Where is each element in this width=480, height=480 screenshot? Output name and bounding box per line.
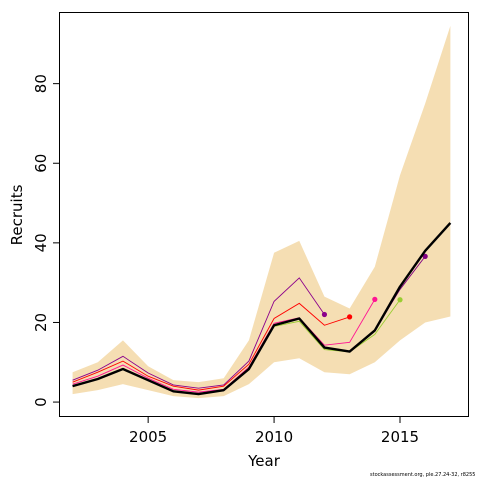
- peel-endpoint-3: [372, 296, 378, 302]
- y-tick-label: 40: [32, 233, 50, 252]
- confidence-band: [72, 25, 451, 399]
- y-tick-label: 80: [32, 74, 50, 93]
- credit-text: stockassessment.org, ple.27.24-32, r8255: [370, 472, 476, 478]
- x-tick-label: 2015: [381, 428, 419, 446]
- main-estimate-line: [72, 222, 452, 396]
- peel-line-2: [72, 302, 350, 391]
- y-tick-label: 20: [32, 313, 50, 332]
- peel-endpoint-5: [422, 253, 428, 259]
- main-estimate-layer: [72, 222, 452, 396]
- confidence-band-layer: [72, 25, 451, 399]
- plot-frame: [59, 12, 469, 417]
- y-tick-label: 0: [32, 397, 50, 407]
- x-tick-label: 2010: [255, 428, 293, 446]
- peel-endpoint-4: [397, 297, 403, 303]
- y-axis-title: Recruits: [8, 184, 26, 245]
- y-tick-label: 60: [32, 154, 50, 173]
- peel-line-1: [72, 277, 325, 389]
- x-axis-title: Year: [247, 452, 281, 470]
- peel-endpoint-1: [321, 311, 328, 318]
- peel-endpoint-2: [347, 314, 353, 320]
- x-tick-label: 2005: [129, 428, 167, 446]
